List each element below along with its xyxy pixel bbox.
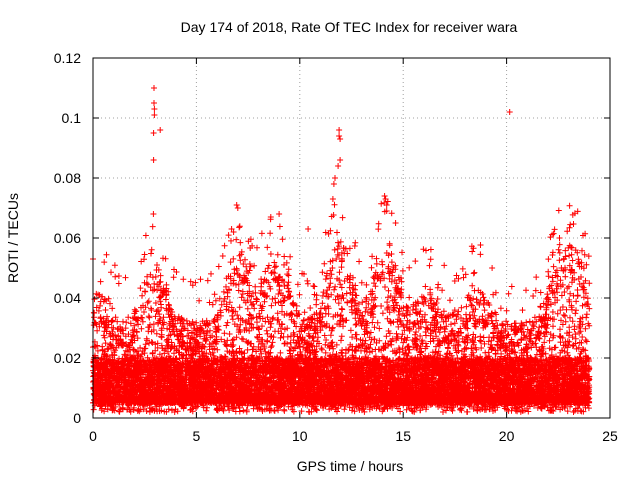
x-tick-label: 20 xyxy=(499,428,515,444)
x-tick-labels: 0 5 10 15 20 25 xyxy=(89,428,618,444)
chart-title: Day 174 of 2018, Rate Of TEC Index for r… xyxy=(181,19,518,35)
data-points xyxy=(90,85,593,415)
axis-ticks xyxy=(92,57,611,419)
y-axis-title: ROTI / TECUs xyxy=(5,193,21,283)
x-tick-label: 10 xyxy=(292,428,308,444)
y-tick-label: 0.06 xyxy=(54,230,81,246)
y-tick-labels: 0 0.02 0.04 0.06 0.08 0.1 0.12 xyxy=(54,50,81,426)
y-tick-label: 0.12 xyxy=(54,50,81,66)
x-tick-label: 5 xyxy=(193,428,201,444)
x-tick-label: 25 xyxy=(602,428,618,444)
y-tick-label: 0 xyxy=(73,410,81,426)
x-tick-label: 15 xyxy=(395,428,411,444)
y-tick-label: 0.08 xyxy=(54,170,81,186)
y-tick-label: 0.02 xyxy=(54,350,81,366)
x-tick-label: 0 xyxy=(89,428,97,444)
y-tick-label: 0.04 xyxy=(54,290,81,306)
roti-markers xyxy=(90,85,593,415)
x-axis-title: GPS time / hours xyxy=(297,458,404,474)
y-tick-label: 0.1 xyxy=(62,110,82,126)
